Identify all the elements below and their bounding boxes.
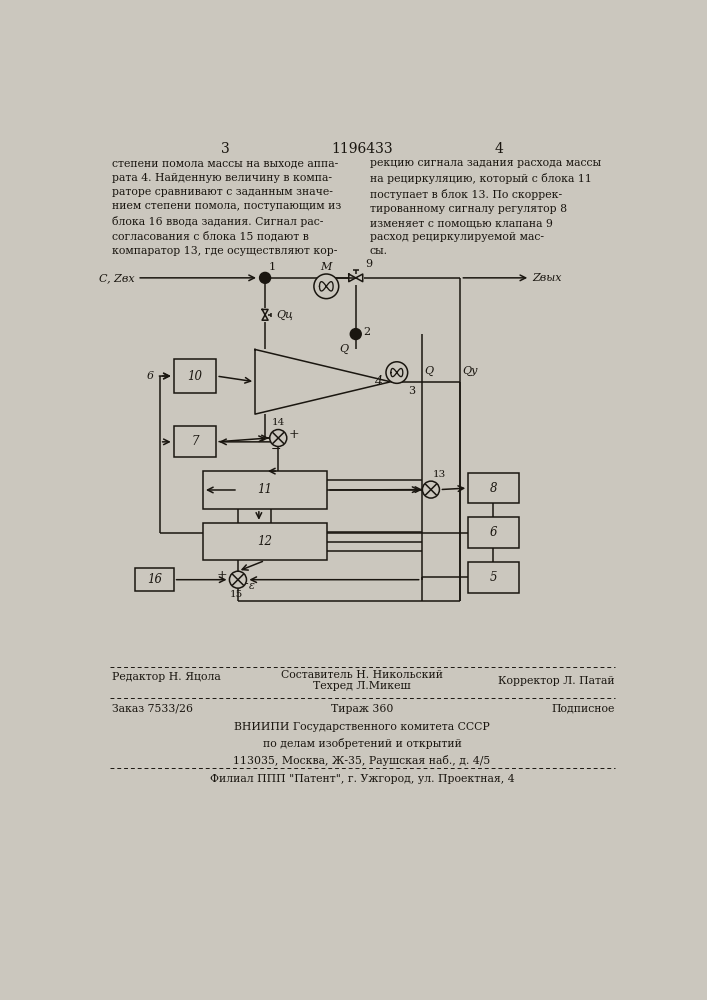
- Text: 12: 12: [257, 535, 273, 548]
- Text: 4: 4: [374, 375, 382, 388]
- Text: степени помола массы на выходе аппа-
рата 4. Найденную величину в компа-
раторе : степени помола массы на выходе аппа- рат…: [112, 158, 341, 256]
- Text: Zвых: Zвых: [532, 273, 562, 283]
- Text: +: +: [216, 569, 227, 582]
- Text: Q: Q: [424, 366, 433, 376]
- Text: −: −: [271, 443, 281, 456]
- Text: 11: 11: [257, 483, 273, 496]
- Bar: [468, 473, 518, 503]
- Text: Заказ 7533/26: Заказ 7533/26: [112, 704, 192, 714]
- Text: 9: 9: [365, 259, 372, 269]
- Text: 3: 3: [408, 386, 415, 396]
- Text: 1: 1: [269, 262, 276, 272]
- Text: 4: 4: [495, 142, 503, 156]
- Circle shape: [351, 329, 361, 339]
- Bar: [135, 568, 174, 591]
- Text: Техред Л.Микеш: Техред Л.Микеш: [313, 681, 411, 691]
- Circle shape: [422, 481, 440, 498]
- Text: C, Zвх: C, Zвх: [99, 273, 135, 283]
- Circle shape: [259, 272, 271, 283]
- Circle shape: [386, 362, 408, 383]
- Text: 2: 2: [363, 327, 370, 337]
- Text: Qц: Qц: [276, 310, 293, 320]
- Text: Qу: Qу: [462, 366, 479, 376]
- Bar: [174, 426, 216, 457]
- Text: Q: Q: [339, 344, 349, 354]
- Text: Филиал ППП "Патент", г. Ужгород, ул. Проектная, 4: Филиал ППП "Патент", г. Ужгород, ул. Про…: [210, 774, 514, 784]
- Text: +: +: [289, 428, 300, 441]
- Polygon shape: [255, 349, 391, 414]
- Circle shape: [230, 571, 247, 588]
- Text: 15: 15: [230, 590, 243, 599]
- Text: 7: 7: [191, 435, 199, 448]
- Bar: [203, 471, 327, 509]
- Text: 3: 3: [221, 142, 230, 156]
- Circle shape: [314, 274, 339, 299]
- Text: 1196433: 1196433: [331, 142, 393, 156]
- Text: Корректор Л. Патай: Корректор Л. Патай: [498, 676, 614, 686]
- Text: N: N: [392, 372, 401, 381]
- Text: 13: 13: [433, 470, 447, 479]
- Text: 16: 16: [147, 573, 162, 586]
- Text: 14: 14: [271, 418, 285, 427]
- Text: −: −: [240, 579, 250, 589]
- Text: 5: 5: [489, 571, 497, 584]
- Bar: [203, 523, 327, 560]
- Bar: [174, 359, 216, 393]
- Bar: [468, 517, 518, 548]
- Text: М: М: [320, 262, 332, 272]
- Text: Тираж 360: Тираж 360: [331, 704, 393, 714]
- Text: ε: ε: [249, 581, 255, 591]
- Bar: [468, 562, 518, 593]
- Text: 6: 6: [489, 526, 497, 539]
- Text: Составитель Н. Никольский: Составитель Н. Никольский: [281, 670, 443, 680]
- Text: 6: 6: [147, 371, 154, 381]
- Text: рекцию сигнала задания расхода массы
на рециркуляцию, который с блока 11
поступа: рекцию сигнала задания расхода массы на …: [370, 158, 601, 256]
- Text: Подписное: Подписное: [551, 704, 614, 714]
- Circle shape: [270, 430, 287, 446]
- Text: 10: 10: [187, 370, 202, 383]
- Text: 8: 8: [489, 482, 497, 495]
- Text: Редактор Н. Яцола: Редактор Н. Яцола: [112, 672, 221, 682]
- Text: ВНИИПИ Государственного комитета СССР
по делам изобретений и открытий
113035, Мо: ВНИИПИ Государственного комитета СССР по…: [233, 722, 491, 766]
